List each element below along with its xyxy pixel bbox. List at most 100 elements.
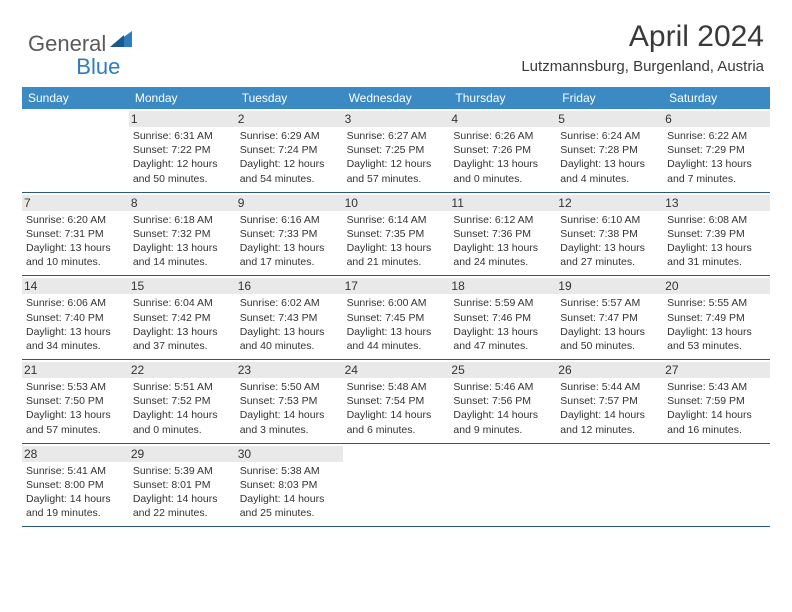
day-sunset: Sunset: 7:33 PM	[240, 227, 339, 241]
day-sunrise: Sunrise: 6:00 AM	[347, 296, 446, 310]
day-cell: 16Sunrise: 6:02 AMSunset: 7:43 PMDayligh…	[236, 276, 343, 359]
day-cell: 13Sunrise: 6:08 AMSunset: 7:39 PMDayligh…	[663, 193, 770, 276]
day-number: 16	[236, 278, 343, 294]
day-cell: 21Sunrise: 5:53 AMSunset: 7:50 PMDayligh…	[22, 360, 129, 443]
day-sunset: Sunset: 7:29 PM	[667, 143, 766, 157]
day-sunrise: Sunrise: 5:51 AM	[133, 380, 232, 394]
day-daylight: Daylight: 13 hours and 14 minutes.	[133, 241, 232, 269]
day-sunset: Sunset: 8:03 PM	[240, 478, 339, 492]
day-number: 14	[22, 278, 129, 294]
day-daylight: Daylight: 13 hours and 10 minutes.	[26, 241, 125, 269]
day-sunrise: Sunrise: 6:20 AM	[26, 213, 125, 227]
day-cell	[449, 444, 556, 527]
day-number: 21	[22, 362, 129, 378]
week-row: 1Sunrise: 6:31 AMSunset: 7:22 PMDaylight…	[22, 109, 770, 193]
day-sunset: Sunset: 7:38 PM	[560, 227, 659, 241]
day-cell: 28Sunrise: 5:41 AMSunset: 8:00 PMDayligh…	[22, 444, 129, 527]
day-number: 4	[449, 111, 556, 127]
day-daylight: Daylight: 13 hours and 53 minutes.	[667, 325, 766, 353]
day-cell: 9Sunrise: 6:16 AMSunset: 7:33 PMDaylight…	[236, 193, 343, 276]
day-sunrise: Sunrise: 6:22 AM	[667, 129, 766, 143]
day-sunrise: Sunrise: 5:53 AM	[26, 380, 125, 394]
day-cell	[556, 444, 663, 527]
day-sunrise: Sunrise: 5:48 AM	[347, 380, 446, 394]
day-daylight: Daylight: 13 hours and 0 minutes.	[453, 157, 552, 185]
day-daylight: Daylight: 12 hours and 50 minutes.	[133, 157, 232, 185]
day-sunrise: Sunrise: 6:10 AM	[560, 213, 659, 227]
day-sunrise: Sunrise: 6:24 AM	[560, 129, 659, 143]
day-daylight: Daylight: 14 hours and 0 minutes.	[133, 408, 232, 436]
day-daylight: Daylight: 13 hours and 40 minutes.	[240, 325, 339, 353]
day-number: 5	[556, 111, 663, 127]
day-daylight: Daylight: 13 hours and 50 minutes.	[560, 325, 659, 353]
day-sunset: Sunset: 7:49 PM	[667, 311, 766, 325]
day-number: 9	[236, 195, 343, 211]
location-text: Lutzmannsburg, Burgenland, Austria	[521, 58, 764, 75]
day-sunrise: Sunrise: 5:39 AM	[133, 464, 232, 478]
day-daylight: Daylight: 12 hours and 54 minutes.	[240, 157, 339, 185]
day-sunrise: Sunrise: 6:08 AM	[667, 213, 766, 227]
day-number: 1	[129, 111, 236, 127]
day-daylight: Daylight: 14 hours and 25 minutes.	[240, 492, 339, 520]
day-cell: 24Sunrise: 5:48 AMSunset: 7:54 PMDayligh…	[343, 360, 450, 443]
day-sunrise: Sunrise: 6:31 AM	[133, 129, 232, 143]
day-cell: 17Sunrise: 6:00 AMSunset: 7:45 PMDayligh…	[343, 276, 450, 359]
day-sunrise: Sunrise: 6:14 AM	[347, 213, 446, 227]
day-cell: 2Sunrise: 6:29 AMSunset: 7:24 PMDaylight…	[236, 109, 343, 192]
day-cell: 6Sunrise: 6:22 AMSunset: 7:29 PMDaylight…	[663, 109, 770, 192]
day-sunset: Sunset: 7:54 PM	[347, 394, 446, 408]
day-sunset: Sunset: 7:46 PM	[453, 311, 552, 325]
day-number: 28	[22, 446, 129, 462]
day-cell: 27Sunrise: 5:43 AMSunset: 7:59 PMDayligh…	[663, 360, 770, 443]
day-sunrise: Sunrise: 5:50 AM	[240, 380, 339, 394]
day-sunrise: Sunrise: 5:55 AM	[667, 296, 766, 310]
day-daylight: Daylight: 13 hours and 47 minutes.	[453, 325, 552, 353]
day-daylight: Daylight: 13 hours and 21 minutes.	[347, 241, 446, 269]
day-daylight: Daylight: 14 hours and 19 minutes.	[26, 492, 125, 520]
week-row: 28Sunrise: 5:41 AMSunset: 8:00 PMDayligh…	[22, 444, 770, 528]
dow-thursday: Thursday	[449, 87, 556, 109]
day-cell: 14Sunrise: 6:06 AMSunset: 7:40 PMDayligh…	[22, 276, 129, 359]
day-sunset: Sunset: 8:01 PM	[133, 478, 232, 492]
day-sunset: Sunset: 7:31 PM	[26, 227, 125, 241]
day-sunset: Sunset: 7:26 PM	[453, 143, 552, 157]
day-sunrise: Sunrise: 5:38 AM	[240, 464, 339, 478]
header: General Blue April 2024 Lutzmannsburg, B…	[0, 0, 792, 83]
day-sunset: Sunset: 7:25 PM	[347, 143, 446, 157]
day-sunset: Sunset: 7:42 PM	[133, 311, 232, 325]
dow-monday: Monday	[129, 87, 236, 109]
week-row: 7Sunrise: 6:20 AMSunset: 7:31 PMDaylight…	[22, 193, 770, 277]
day-number: 12	[556, 195, 663, 211]
day-number: 29	[129, 446, 236, 462]
logo-text-blue: Blue	[76, 54, 120, 80]
day-number: 18	[449, 278, 556, 294]
day-number: 20	[663, 278, 770, 294]
day-number: 15	[129, 278, 236, 294]
day-sunrise: Sunrise: 6:12 AM	[453, 213, 552, 227]
week-row: 14Sunrise: 6:06 AMSunset: 7:40 PMDayligh…	[22, 276, 770, 360]
logo: General Blue	[28, 20, 158, 68]
day-cell: 26Sunrise: 5:44 AMSunset: 7:57 PMDayligh…	[556, 360, 663, 443]
day-sunrise: Sunrise: 5:41 AM	[26, 464, 125, 478]
day-cell: 7Sunrise: 6:20 AMSunset: 7:31 PMDaylight…	[22, 193, 129, 276]
day-number: 24	[343, 362, 450, 378]
day-cell	[22, 109, 129, 192]
day-number	[556, 446, 663, 448]
day-number	[22, 111, 129, 113]
page-title: April 2024	[521, 20, 764, 54]
day-daylight: Daylight: 13 hours and 57 minutes.	[26, 408, 125, 436]
day-daylight: Daylight: 13 hours and 4 minutes.	[560, 157, 659, 185]
day-cell: 19Sunrise: 5:57 AMSunset: 7:47 PMDayligh…	[556, 276, 663, 359]
day-sunset: Sunset: 7:56 PM	[453, 394, 552, 408]
day-cell: 3Sunrise: 6:27 AMSunset: 7:25 PMDaylight…	[343, 109, 450, 192]
day-daylight: Daylight: 13 hours and 27 minutes.	[560, 241, 659, 269]
day-daylight: Daylight: 13 hours and 7 minutes.	[667, 157, 766, 185]
day-number: 27	[663, 362, 770, 378]
day-sunrise: Sunrise: 6:18 AM	[133, 213, 232, 227]
dow-tuesday: Tuesday	[236, 87, 343, 109]
day-sunrise: Sunrise: 5:59 AM	[453, 296, 552, 310]
day-sunset: Sunset: 7:32 PM	[133, 227, 232, 241]
day-number	[449, 446, 556, 448]
day-sunset: Sunset: 7:53 PM	[240, 394, 339, 408]
day-number: 30	[236, 446, 343, 462]
